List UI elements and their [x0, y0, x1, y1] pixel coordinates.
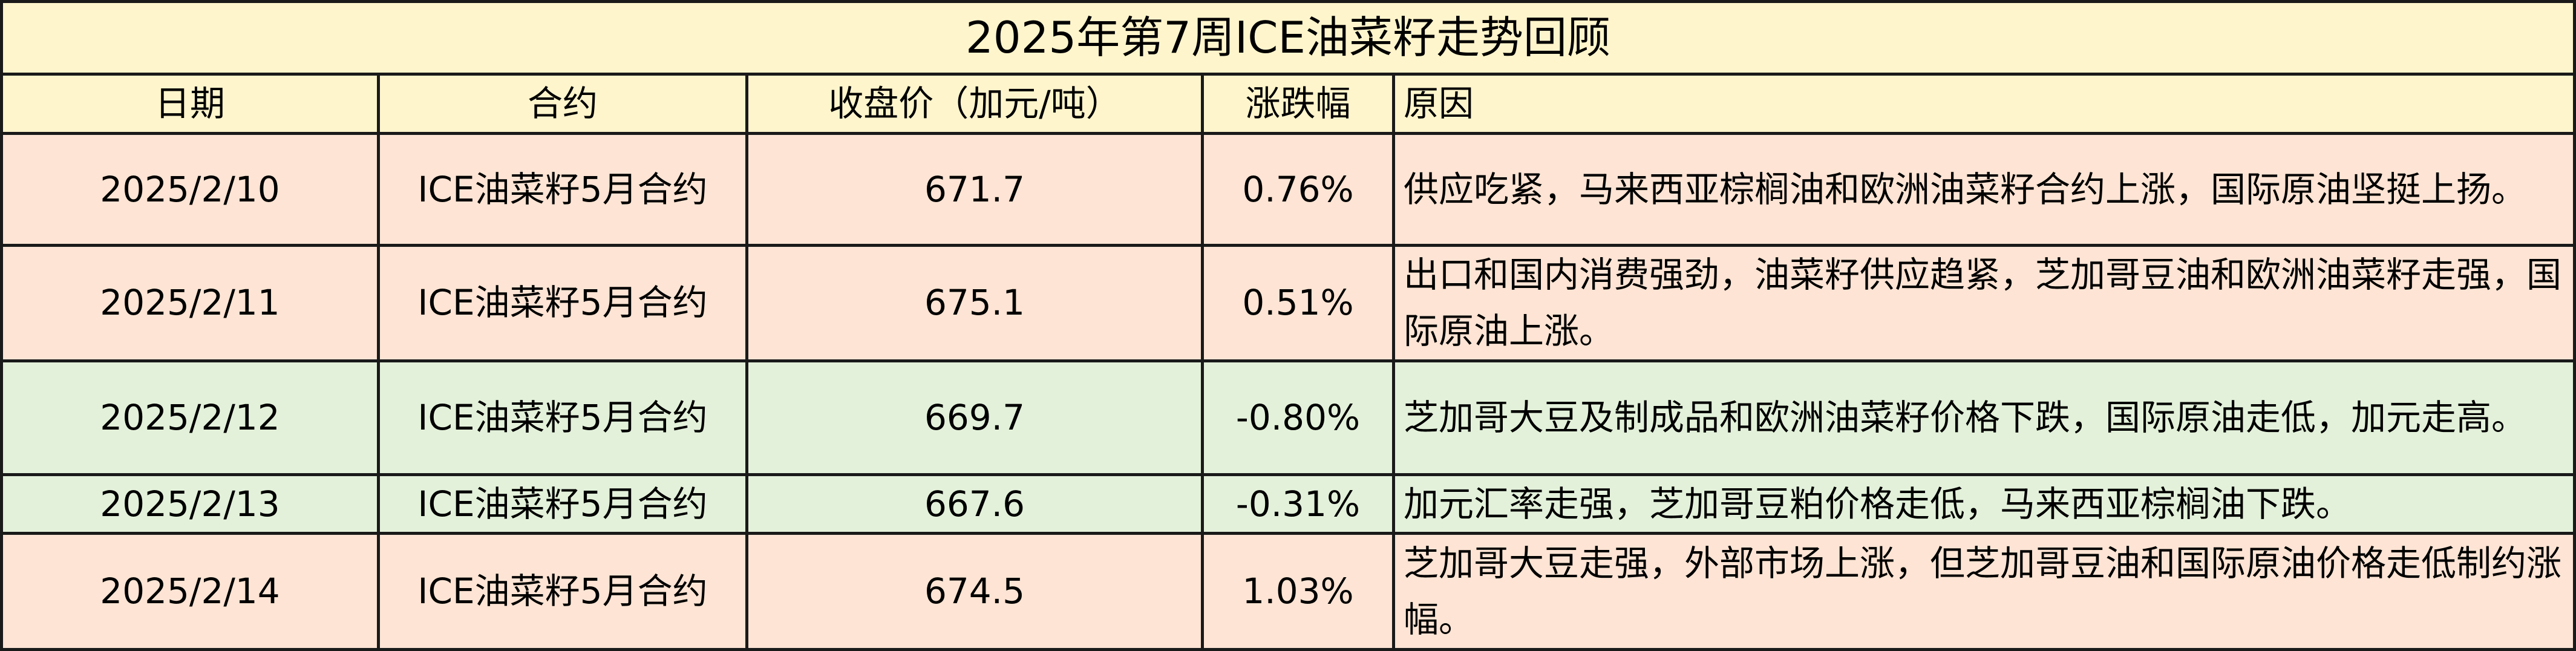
- cell-date: 2025/2/10: [0, 131, 380, 247]
- cell-reason: 芝加哥大豆及制成品和欧洲油菜籽价格下跌，国际原油走低，加元走高。: [1392, 359, 2576, 476]
- header-price: 收盘价（加元/吨）: [745, 73, 1204, 135]
- table-row: 2025/2/10 ICE油菜籽5月合约 671.7 0.76% 供应吃紧，马来…: [0, 131, 2576, 247]
- cell-reason: 芝加哥大豆走强，外部市场上涨，但芝加哥豆油和国际原油价格走低制约涨幅。: [1392, 532, 2576, 651]
- cell-change: -0.31%: [1201, 473, 1395, 535]
- cell-contract: ICE油菜籽5月合约: [377, 473, 748, 535]
- cell-change: 0.51%: [1201, 243, 1395, 362]
- cell-change: 1.03%: [1201, 532, 1395, 651]
- table-row: 2025/2/13 ICE油菜籽5月合约 667.6 -0.31% 加元汇率走强…: [0, 473, 2576, 535]
- cell-price: 674.5: [745, 532, 1204, 651]
- header-row: 日期 合约 收盘价（加元/吨） 涨跌幅 原因: [0, 73, 2576, 135]
- table-title: 2025年第7周ICE油菜籽走势回顾: [0, 0, 2576, 76]
- cell-price: 675.1: [745, 243, 1204, 362]
- cell-reason: 加元汇率走强，芝加哥豆粕价格走低，马来西亚棕榈油下跌。: [1392, 473, 2576, 535]
- cell-change: -0.80%: [1201, 359, 1395, 476]
- table-row: 2025/2/14 ICE油菜籽5月合约 674.5 1.03% 芝加哥大豆走强…: [0, 532, 2576, 651]
- cell-reason: 出口和国内消费强劲，油菜籽供应趋紧，芝加哥豆油和欧洲油菜籽走强，国际原油上涨。: [1392, 243, 2576, 362]
- cell-date: 2025/2/14: [0, 532, 380, 651]
- cell-date: 2025/2/13: [0, 473, 380, 535]
- cell-price: 671.7: [745, 131, 1204, 247]
- cell-change: 0.76%: [1201, 131, 1395, 247]
- cell-contract: ICE油菜籽5月合约: [377, 532, 748, 651]
- table-row: 2025/2/12 ICE油菜籽5月合约 669.7 -0.80% 芝加哥大豆及…: [0, 359, 2576, 476]
- header-contract: 合约: [377, 73, 748, 135]
- cell-price: 669.7: [745, 359, 1204, 476]
- cell-contract: ICE油菜籽5月合约: [377, 243, 748, 362]
- header-date: 日期: [0, 73, 380, 135]
- cell-date: 2025/2/11: [0, 243, 380, 362]
- cell-contract: ICE油菜籽5月合约: [377, 131, 748, 247]
- cell-reason: 供应吃紧，马来西亚棕榈油和欧洲油菜籽合约上涨，国际原油坚挺上扬。: [1392, 131, 2576, 247]
- cell-price: 667.6: [745, 473, 1204, 535]
- header-change: 涨跌幅: [1201, 73, 1395, 135]
- header-reason: 原因: [1392, 73, 2576, 135]
- cell-date: 2025/2/12: [0, 359, 380, 476]
- table-row: 2025/2/11 ICE油菜籽5月合约 675.1 0.51% 出口和国内消费…: [0, 243, 2576, 362]
- cell-contract: ICE油菜籽5月合约: [377, 359, 748, 476]
